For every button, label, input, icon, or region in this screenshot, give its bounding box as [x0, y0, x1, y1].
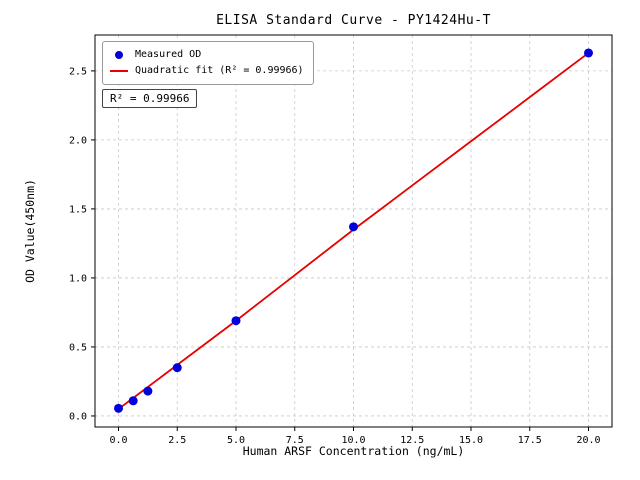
- legend-label-quadratic-fit: Quadratic fit (R² = 0.99966): [135, 65, 304, 76]
- svg-text:5.0: 5.0: [227, 435, 245, 446]
- line-marker-icon: [110, 70, 128, 72]
- svg-text:15.0: 15.0: [459, 435, 483, 446]
- svg-text:17.5: 17.5: [518, 435, 542, 446]
- svg-text:2.5: 2.5: [69, 66, 87, 77]
- svg-text:7.5: 7.5: [286, 435, 304, 446]
- svg-text:2.5: 2.5: [168, 435, 186, 446]
- r-squared-annotation: R² = 0.99966: [102, 89, 198, 108]
- legend: Measured OD Quadratic fit (R² = 0.99966): [102, 41, 314, 85]
- svg-text:12.5: 12.5: [400, 435, 424, 446]
- legend-label-measured-od: Measured OD: [135, 49, 202, 60]
- svg-text:0.0: 0.0: [69, 411, 87, 422]
- svg-text:2.0: 2.0: [69, 135, 87, 146]
- legend-item-quadratic-fit: Quadratic fit (R² = 0.99966): [110, 63, 304, 79]
- svg-text:10.0: 10.0: [341, 435, 365, 446]
- y-axis-label: OD Value(450nm): [23, 179, 37, 283]
- svg-text:0.5: 0.5: [69, 342, 87, 353]
- svg-text:1.5: 1.5: [69, 204, 87, 215]
- legend-item-measured-od: Measured OD: [110, 47, 304, 63]
- svg-text:0.0: 0.0: [109, 435, 127, 446]
- scatter-marker-icon: [115, 51, 123, 59]
- svg-text:1.0: 1.0: [69, 273, 87, 284]
- chart-title: ELISA Standard Curve - PY1424Hu-T: [216, 13, 491, 28]
- svg-text:20.0: 20.0: [576, 435, 600, 446]
- x-axis-label: Human ARSF Concentration (ng/mL): [242, 444, 465, 458]
